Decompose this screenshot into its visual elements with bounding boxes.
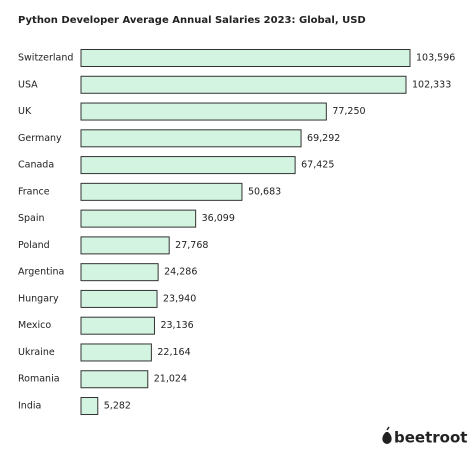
bar — [80, 102, 327, 121]
category-label: Ukraine — [18, 347, 55, 358]
bar — [80, 289, 158, 308]
bar — [80, 343, 152, 362]
value-label: 5,282 — [104, 401, 131, 412]
value-label: 50,683 — [248, 186, 281, 197]
value-label: 23,136 — [160, 320, 193, 331]
category-label: UK — [18, 106, 32, 117]
brand-icon — [382, 432, 392, 444]
bar — [80, 49, 411, 67]
value-label: 21,024 — [154, 374, 187, 385]
brand-name: beetroot — [394, 429, 467, 447]
bar — [80, 397, 99, 416]
value-label: 23,940 — [163, 293, 196, 304]
bar — [80, 370, 149, 389]
value-label: 24,286 — [164, 267, 197, 278]
bar — [80, 156, 296, 175]
value-label: 77,250 — [332, 106, 365, 117]
category-label: Argentina — [18, 267, 64, 278]
category-label: Mexico — [18, 320, 51, 331]
category-label: Spain — [18, 213, 45, 224]
bar — [80, 263, 159, 282]
value-label: 22,164 — [157, 347, 190, 358]
value-label: 102,333 — [412, 79, 451, 90]
category-label: Romania — [18, 374, 60, 385]
category-label: Switzerland — [18, 53, 73, 64]
bar — [80, 129, 302, 148]
category-label: India — [18, 401, 41, 412]
bar — [80, 75, 407, 94]
bar — [80, 209, 197, 228]
value-label: 67,425 — [301, 160, 334, 171]
category-label: Germany — [18, 133, 62, 144]
value-label: 103,596 — [416, 53, 455, 64]
category-label: Poland — [18, 240, 50, 251]
category-label: Canada — [18, 160, 54, 171]
category-label: USA — [18, 79, 38, 90]
bar — [80, 236, 170, 255]
brand-logo: beetroot — [382, 426, 467, 447]
bar — [80, 182, 243, 201]
value-label: 69,292 — [307, 133, 340, 144]
value-label: 27,768 — [175, 240, 208, 251]
category-label: France — [18, 186, 50, 197]
bar — [80, 316, 155, 335]
chart-title: Python Developer Average Annual Salaries… — [18, 15, 366, 26]
value-label: 36,099 — [202, 213, 235, 224]
brand-icon-stem — [386, 426, 390, 431]
category-label: Hungary — [18, 293, 59, 304]
